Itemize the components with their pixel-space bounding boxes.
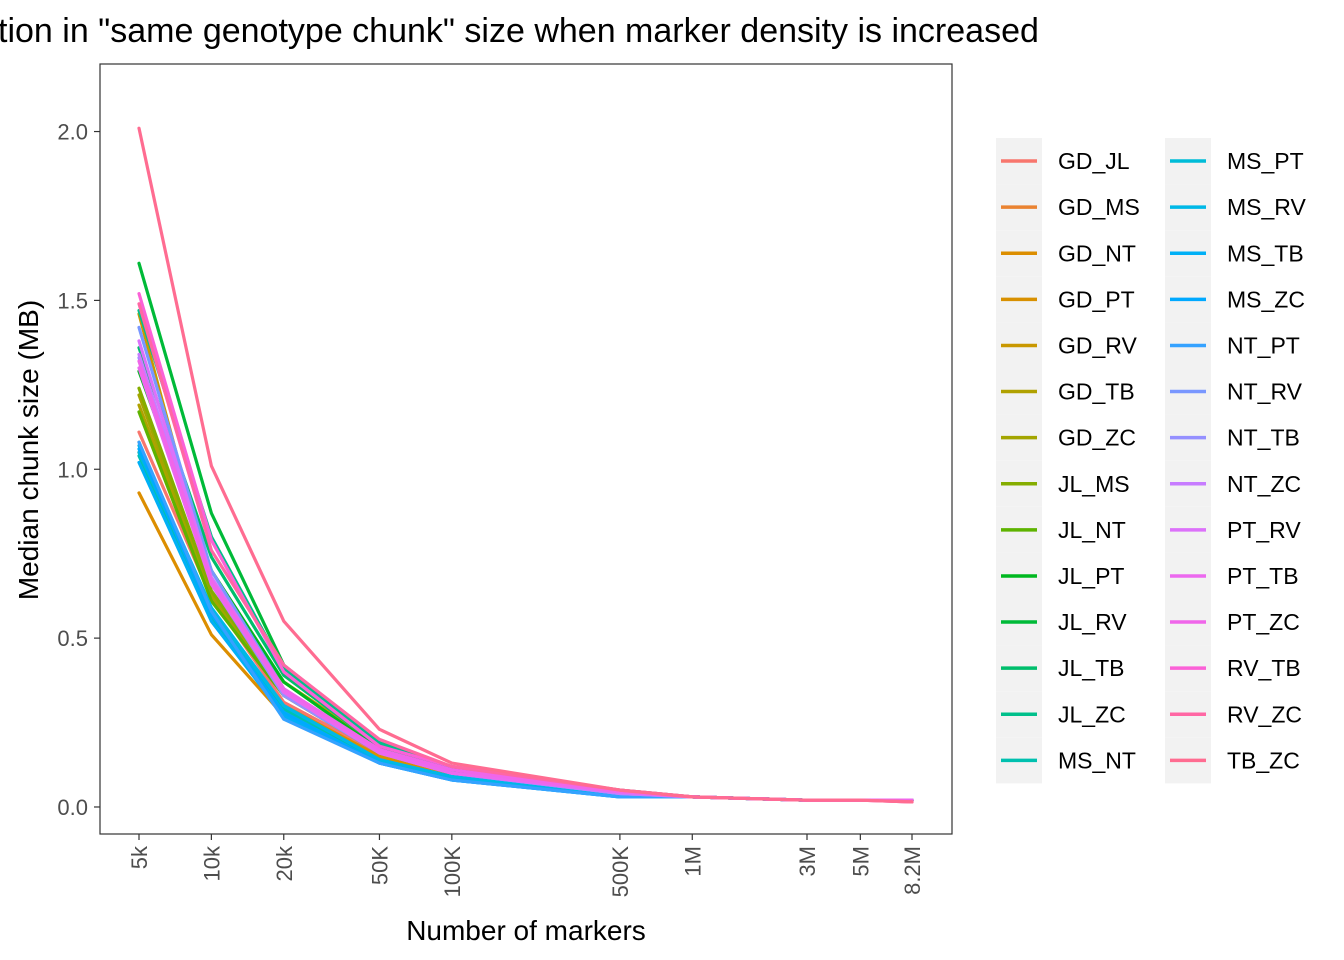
legend-label: PT_TB xyxy=(1227,563,1299,589)
legend-label: JL_PT xyxy=(1058,563,1124,589)
legend-label: JL_NT xyxy=(1058,517,1126,543)
legend-label: JL_ZC xyxy=(1058,701,1126,727)
chart-title: tion in "same genotype chunk" size when … xyxy=(0,12,1039,50)
legend-label: JL_MS xyxy=(1058,471,1130,497)
y-tick-label: 0.0 xyxy=(57,795,88,820)
legend-label: PT_ZC xyxy=(1227,609,1300,635)
series-line-tb-zc xyxy=(137,126,914,804)
y-tick-label: 2.0 xyxy=(57,120,88,145)
legend-label: MS_PT xyxy=(1227,148,1304,174)
legend-label: NT_TB xyxy=(1227,425,1300,451)
legend-label: MS_TB xyxy=(1227,240,1304,266)
plot-panel xyxy=(99,63,953,835)
x-axis-title: Number of markers xyxy=(406,915,646,946)
legend-label: GD_TB xyxy=(1058,379,1135,405)
legend-label: MS_NT xyxy=(1058,747,1136,773)
legend-label: TB_ZC xyxy=(1227,747,1300,773)
x-tick-label: 5k xyxy=(127,845,152,869)
y-tick-label: 1.0 xyxy=(57,457,88,482)
legend-label: NT_PT xyxy=(1227,332,1300,358)
legend-label: GD_JL xyxy=(1058,148,1130,174)
legend-label: NT_RV xyxy=(1227,379,1303,405)
legend-label: RV_ZC xyxy=(1227,701,1302,727)
legend-label: RV_TB xyxy=(1227,655,1301,681)
legend-label: GD_ZC xyxy=(1058,425,1136,451)
legend-label: MS_RV xyxy=(1227,194,1306,220)
x-tick-label: 1M xyxy=(680,846,705,877)
series-lines xyxy=(137,126,914,804)
y-tick-label: 0.5 xyxy=(57,626,88,651)
legend-label: JL_RV xyxy=(1058,609,1127,635)
legend-label: PT_RV xyxy=(1227,517,1301,543)
legend-label: MS_ZC xyxy=(1227,286,1305,312)
x-axis: 5k 10k 20k 50K 100K 500K 1M 3M 5M 8.2M xyxy=(127,834,925,897)
legend: GD_JL GD_MS GD_NT GD_PT GD_RV GD_TB GD_ZC JL_MS… xyxy=(996,138,1306,784)
y-axis: 0.0 0.5 1.0 1.5 2.0 xyxy=(57,120,100,820)
x-tick-label: 5M xyxy=(848,846,873,877)
legend-label: GD_RV xyxy=(1058,332,1137,358)
x-tick-label: 10k xyxy=(199,845,224,881)
legend-label: GD_NT xyxy=(1058,240,1136,266)
y-axis-title: Median chunk size (MB) xyxy=(13,300,44,600)
x-tick-label: 20k xyxy=(272,845,297,881)
x-tick-label: 100K xyxy=(440,846,465,898)
x-tick-label: 3M xyxy=(795,846,820,877)
legend-label: NT_ZC xyxy=(1227,471,1301,497)
legend-label: GD_MS xyxy=(1058,194,1140,220)
x-tick-label: 8.2M xyxy=(900,846,925,895)
y-tick-label: 1.5 xyxy=(57,288,88,313)
legend-label: JL_TB xyxy=(1058,655,1124,681)
legend-label: GD_PT xyxy=(1058,286,1135,312)
x-tick-label: 50K xyxy=(367,846,392,885)
x-tick-label: 500K xyxy=(608,846,633,898)
